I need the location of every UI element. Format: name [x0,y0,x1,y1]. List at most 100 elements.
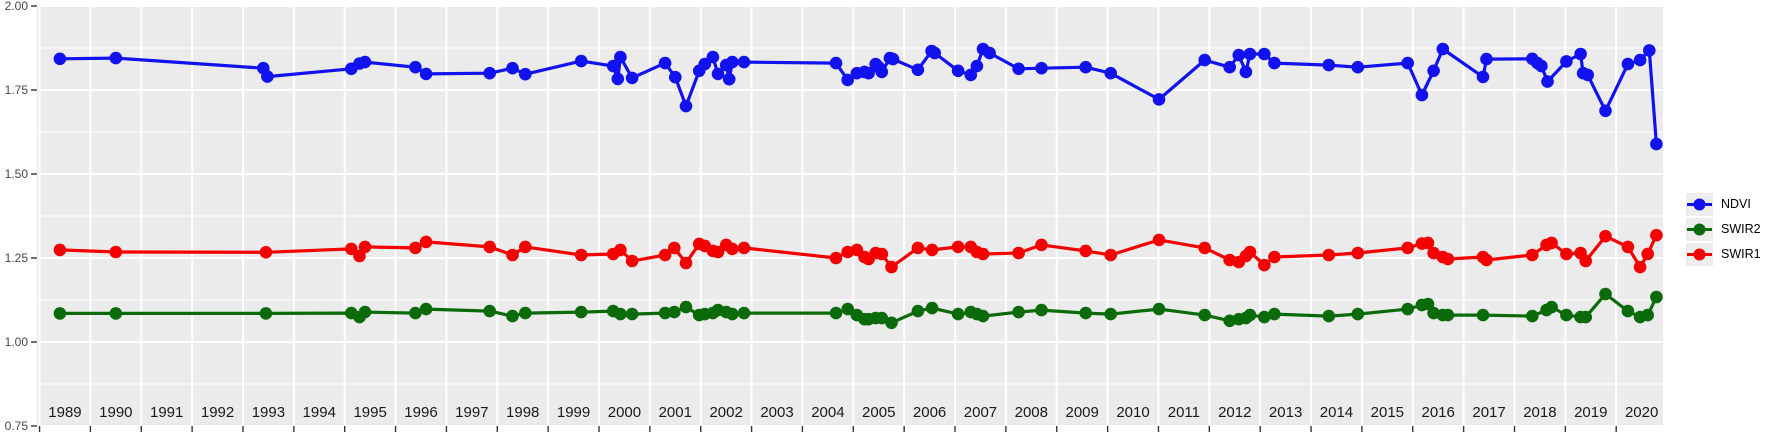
data-point-swir2 [668,305,681,319]
x-tick-label: 1990 [99,404,132,421]
data-point-ndvi [964,68,978,82]
data-point-ndvi [911,63,925,77]
data-point-ndvi [983,46,996,60]
data-point-ndvi [574,54,588,68]
data-point-swir2 [1526,309,1539,323]
data-point-swir1 [658,248,672,262]
data-point-swir1 [911,241,925,255]
data-point-swir2 [875,311,889,325]
data-point-swir1 [1012,246,1025,260]
data-point-ndvi [419,67,433,81]
data-point-ndvi [519,67,532,81]
y-tick-label: 1.50 [5,167,29,181]
x-tick-label: 1996 [404,404,437,421]
data-point-ndvi [1650,137,1663,151]
x-tick-label: 2013 [1269,404,1302,421]
data-point-swir1 [1035,238,1048,252]
data-point-swir2 [1545,300,1558,314]
data-point-ndvi [679,99,693,113]
data-point-ndvi [611,72,625,86]
data-point-ndvi [1198,53,1211,67]
data-point-swir1 [668,241,681,255]
x-tick-label: 1997 [455,404,488,421]
data-point-swir1 [1079,244,1092,258]
x-tick-label: 2017 [1472,404,1505,421]
data-point-swir2 [1079,306,1092,320]
data-point-ndvi [669,70,682,84]
x-tick-label: 2008 [1015,404,1048,421]
data-point-ndvi [1012,62,1025,76]
data-point-swir1 [506,248,519,262]
data-point-swir1 [614,243,627,257]
data-point-ndvi [261,70,274,83]
legend-entry-swir2: SWIR2 [1686,217,1761,242]
data-point-swir2 [829,306,843,320]
data-point-swir2 [1421,297,1435,311]
data-point-swir2 [506,309,519,323]
y-tick-label: 0.75 [5,419,29,433]
data-point-swir1 [726,242,739,256]
data-point-swir1 [711,245,725,259]
data-point-ndvi [658,56,672,70]
data-point-ndvi [358,55,372,69]
data-point-ndvi [1035,61,1048,75]
data-point-swir1 [1526,248,1539,262]
data-point-swir1 [259,246,273,259]
legend-key-icon [1686,243,1713,266]
legend: NDVI SWIR2 SWIR1 [1686,192,1761,267]
data-point-ndvi [614,50,627,64]
data-point-swir2 [1351,307,1365,321]
data-point-ndvi [875,65,889,79]
data-point-swir1 [574,248,588,262]
data-point-ndvi [1223,60,1236,74]
x-tick-label: 2010 [1116,404,1149,421]
data-point-ndvi [506,61,519,75]
x-tick-label: 2009 [1065,404,1098,421]
data-point-swir1 [1351,246,1365,260]
legend-entry-swir1: SWIR1 [1686,242,1761,267]
data-point-ndvi [726,55,739,69]
x-tick-label: 2018 [1523,404,1556,421]
data-point-swir1 [1480,253,1493,267]
x-tick-label: 1999 [557,404,590,421]
data-point-swir1 [1621,240,1635,254]
legend-label: NDVI [1721,197,1751,212]
data-point-swir1 [875,247,889,261]
data-point-ndvi [1574,47,1587,61]
data-point-ndvi [829,56,843,70]
x-tick-label: 2007 [964,404,997,421]
data-point-swir1 [519,240,532,254]
data-point-ndvi [1427,64,1440,78]
data-point-swir2 [1560,308,1573,322]
data-point-swir1 [951,240,965,254]
data-point-swir2 [109,307,123,320]
data-point-ndvi [1535,59,1548,73]
data-point-swir2 [1441,308,1455,322]
x-tick-label: 2003 [760,404,793,421]
data-point-swir1 [737,241,751,255]
x-tick-label: 2005 [862,404,895,421]
data-point-ndvi [722,72,736,86]
data-point-ndvi [1322,58,1336,72]
data-point-swir2 [737,306,751,320]
legend-key-icon [1686,218,1713,241]
data-point-ndvi [970,59,984,73]
data-point-ndvi [1560,55,1573,68]
data-point-ndvi [1401,56,1414,70]
x-tick-label: 1992 [201,404,234,421]
data-point-swir2 [1650,290,1663,304]
data-point-ndvi [1243,47,1257,61]
data-point-ndvi [625,71,639,85]
x-tick-label: 1989 [48,404,81,421]
data-point-swir1 [1633,260,1647,274]
data-point-swir2 [358,305,372,319]
data-point-swir2 [1258,310,1271,324]
data-point-ndvi [1599,104,1612,118]
legend-entry-ndvi: NDVI [1686,192,1761,217]
data-point-swir1 [1104,248,1117,262]
data-point-ndvi [886,52,900,66]
data-point-swir2 [1579,310,1592,324]
legend-label: SWIR1 [1721,247,1761,262]
data-point-ndvi [1415,88,1429,102]
